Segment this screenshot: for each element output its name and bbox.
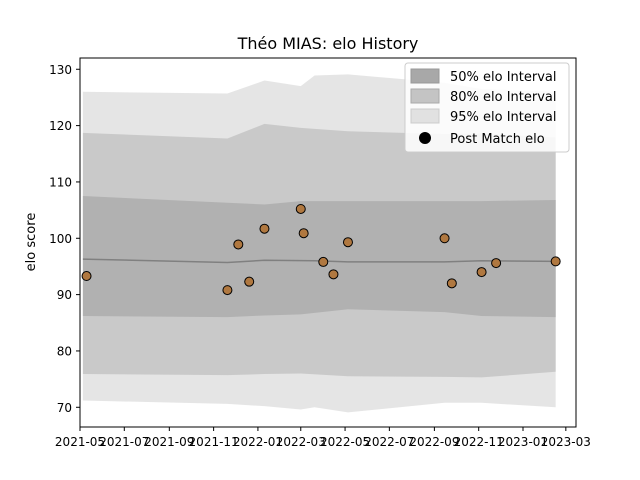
y-tick-label: 80 (57, 344, 72, 358)
x-tick-label: 2022-05 (320, 435, 370, 449)
x-tick-label: 2021-07 (99, 435, 149, 449)
post-match-point-11 (446, 278, 457, 289)
legend-swatch-50 (410, 68, 440, 84)
median-elo-line (82, 258, 556, 264)
post-match-point-5 (295, 203, 306, 214)
x-tick-label: 2022-07 (364, 435, 414, 449)
legend-label-point: Post Match elo (450, 132, 545, 147)
chart-title: Théo MIAS: elo History (237, 34, 419, 53)
post-match-point-13 (491, 258, 502, 269)
legend-label-50: 50% elo Interval (450, 70, 557, 85)
x-tick-label: 2021-11 (189, 435, 239, 449)
x-tick-label: 2023-01 (498, 435, 548, 449)
x-tick-label: 2022-11 (454, 435, 504, 449)
post-match-point-14 (550, 256, 561, 267)
y-axis: 70 80 90 100 110 120 130 (49, 63, 80, 415)
y-tick-label: 110 (49, 175, 72, 189)
interval-bands (82, 74, 556, 413)
post-match-point-8 (328, 269, 339, 280)
x-tick-label: 2023-03 (541, 435, 591, 449)
x-tick-label: 2022-01 (233, 435, 283, 449)
band50-area (82, 196, 556, 318)
legend-swatch-80 (410, 88, 440, 104)
legend-swatch-95 (410, 108, 440, 124)
legend-marker-point (419, 132, 431, 144)
y-tick-label: 130 (49, 63, 72, 77)
y-tick-label: 90 (57, 288, 72, 302)
x-tick-label: 2021-09 (144, 435, 194, 449)
post-match-point-12 (476, 267, 487, 278)
x-tick-label: 2022-03 (276, 435, 326, 449)
post-match-point-6 (298, 228, 309, 239)
post-match-point-3 (244, 276, 255, 287)
legend-label-95: 95% elo Interval (450, 110, 557, 125)
post-match-point-9 (342, 237, 353, 248)
legend-frame (404, 62, 570, 153)
x-tick-label: 2022-09 (409, 435, 459, 449)
post-match-point-4 (259, 223, 270, 234)
post-match-point-10 (439, 233, 450, 244)
median-line-layer (82, 258, 556, 264)
legend-label-80: 80% elo Interval (450, 90, 557, 105)
y-axis-label: elo score (24, 213, 39, 272)
post-match-point-2 (233, 239, 244, 250)
legend: 50% elo Interval 80% elo Interval 95% el… (404, 62, 570, 153)
post-match-point-0 (81, 271, 92, 282)
post-match-points (81, 203, 561, 296)
post-match-point-7 (318, 256, 329, 267)
y-tick-label: 120 (49, 119, 72, 133)
y-tick-label: 70 (57, 401, 72, 415)
axes-frame (79, 57, 577, 428)
x-axis: 2021-052021-072021-092021-112022-012022-… (55, 427, 591, 449)
post-match-point-1 (222, 285, 233, 296)
x-tick-label: 2021-05 (55, 435, 105, 449)
y-tick-label: 100 (49, 232, 72, 246)
